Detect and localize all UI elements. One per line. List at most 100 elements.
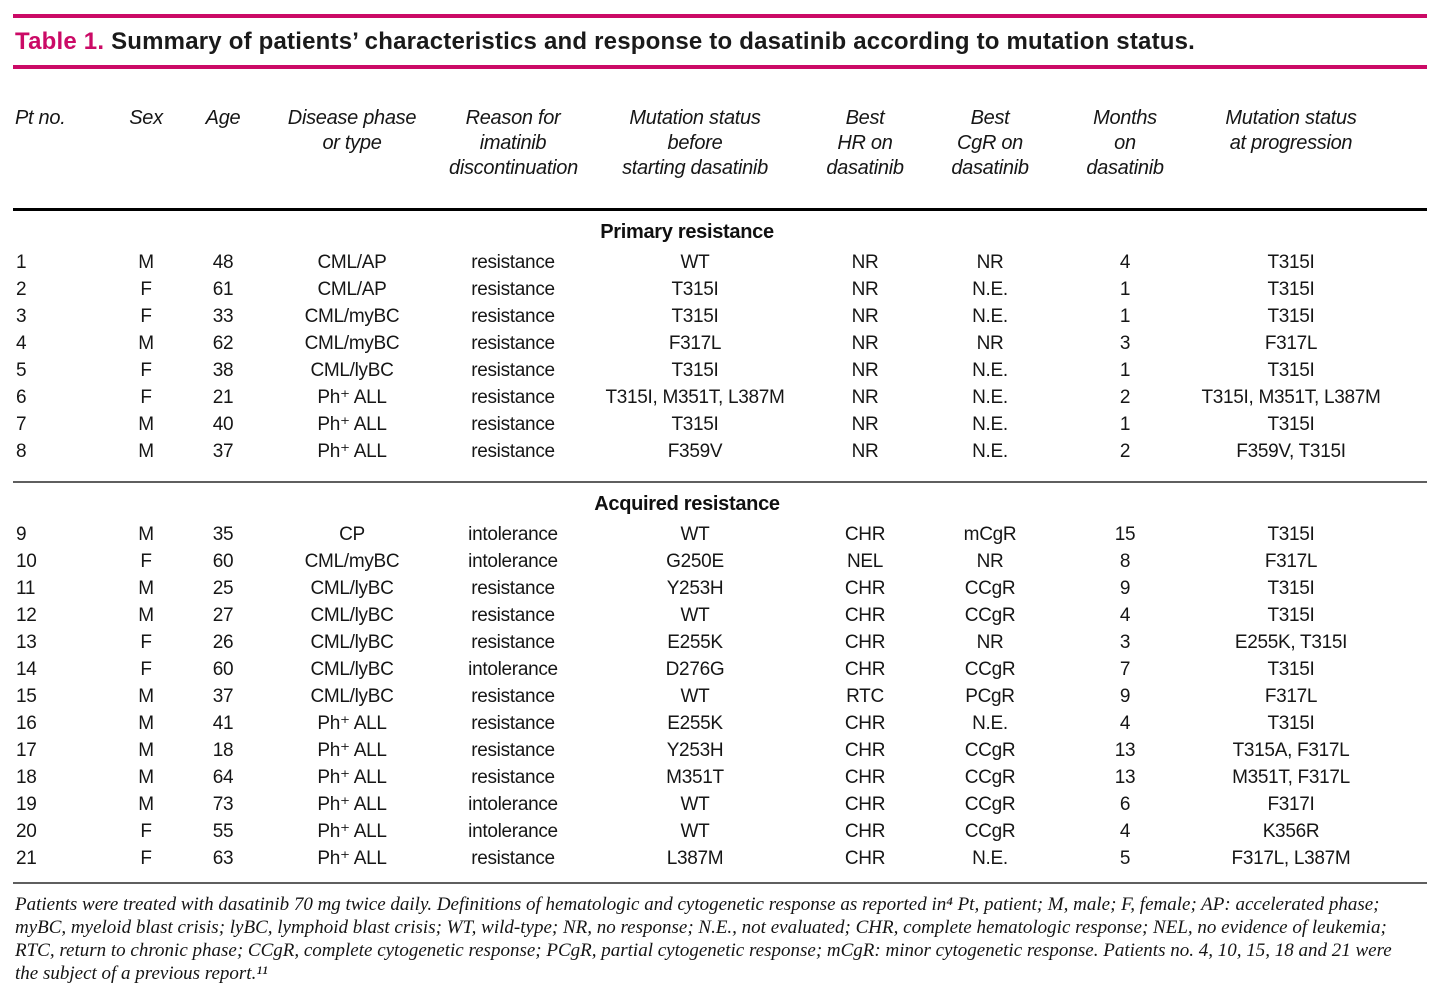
cell-mutation-progression: T315I xyxy=(1267,414,1315,435)
cell-pt-no: 5 xyxy=(16,360,27,381)
cell-months: 3 xyxy=(1119,632,1131,653)
cell-mutation-progression: T315I xyxy=(1267,659,1315,680)
footnote-divider-rule xyxy=(13,882,1427,884)
col-header-best-hr: Best HR on dasatinib xyxy=(811,69,919,211)
cell-pt-no: 16 xyxy=(16,713,37,734)
cell-best-hr: NR xyxy=(851,306,879,327)
cell-months: 1 xyxy=(1119,360,1131,381)
cell-sex: M xyxy=(138,578,154,599)
table-row: 19 M 73 Ph⁺ ALL intolerance WT CHR CCgR 6 F317I xyxy=(13,791,1427,818)
cell-reason: resistance xyxy=(471,279,555,300)
table-row: 16 M 41 Ph⁺ ALL resistance E255K CHR N.E. 4 T315I xyxy=(13,710,1427,737)
cell-months: 15 xyxy=(1114,524,1136,545)
cell-best-hr: CHR xyxy=(844,578,886,599)
cell-pt-no: 11 xyxy=(16,578,36,599)
cell-age: 27 xyxy=(212,605,234,626)
cell-months: 8 xyxy=(1119,551,1131,572)
cell-reason: resistance xyxy=(471,848,555,869)
cell-sex: M xyxy=(138,252,154,273)
cell-mutation-before: WT xyxy=(680,794,710,815)
cell-mutation-progression: T315I xyxy=(1267,252,1315,273)
cell-disease-phase: Ph⁺ ALL xyxy=(317,387,387,408)
cell-best-hr: CHR xyxy=(844,713,886,734)
cell-best-hr: NR xyxy=(851,279,879,300)
cell-disease-phase: Ph⁺ ALL xyxy=(317,767,387,788)
cell-best-cgr: CCgR xyxy=(964,578,1016,599)
col-header-best-cgr: Best CgR on dasatinib xyxy=(919,69,1061,211)
cell-sex: F xyxy=(140,360,152,381)
cell-age: 63 xyxy=(212,848,234,869)
cell-disease-phase: CML/lyBC xyxy=(310,632,394,653)
cell-mutation-before: T315I, M351T, L387M xyxy=(605,387,785,408)
cell-sex: F xyxy=(140,632,152,653)
cell-mutation-before: WT xyxy=(680,686,710,707)
cell-pt-no: 14 xyxy=(16,659,37,680)
cell-mutation-before: WT xyxy=(680,821,710,842)
cell-best-cgr: NR xyxy=(976,632,1004,653)
cell-disease-phase: CML/lyBC xyxy=(310,605,394,626)
cell-mutation-progression: F317L, L387M xyxy=(1231,848,1351,869)
table-title-label: Table 1. xyxy=(15,28,105,55)
cell-sex: F xyxy=(140,848,152,869)
cell-mutation-progression: E255K, T315I xyxy=(1234,632,1348,653)
cell-mutation-progression: F317I xyxy=(1267,794,1315,815)
cell-age: 38 xyxy=(212,360,234,381)
cell-sex: M xyxy=(138,524,154,545)
cell-mutation-progression: T315I xyxy=(1267,279,1315,300)
cell-reason: resistance xyxy=(471,767,555,788)
table-header: Pt no. Sex Age Disease phase or type Rea… xyxy=(13,69,1427,211)
cell-months: 1 xyxy=(1119,414,1131,435)
cell-disease-phase: CML/AP xyxy=(317,252,387,273)
cell-sex: F xyxy=(140,279,152,300)
cell-sex: M xyxy=(138,767,154,788)
cell-sex: F xyxy=(140,659,152,680)
cell-reason: resistance xyxy=(471,387,555,408)
cell-disease-phase: CML/AP xyxy=(317,279,387,300)
cell-months: 6 xyxy=(1119,794,1131,815)
table-row: 13 F 26 CML/lyBC resistance E255K CHR NR 3 E255K,… xyxy=(13,629,1427,656)
cell-mutation-before: D276G xyxy=(665,659,725,680)
cell-mutation-before: T315I xyxy=(671,306,719,327)
col-header-age: Age xyxy=(189,69,257,211)
cell-best-hr: NEL xyxy=(846,551,884,572)
cell-age: 60 xyxy=(212,551,234,572)
cell-months: 9 xyxy=(1119,686,1131,707)
cell-best-cgr: NR xyxy=(976,333,1004,354)
cell-reason: resistance xyxy=(471,252,555,273)
cell-reason: resistance xyxy=(471,360,555,381)
cell-disease-phase: Ph⁺ ALL xyxy=(317,848,387,869)
cell-reason: resistance xyxy=(471,686,555,707)
cell-disease-phase: CML/lyBC xyxy=(310,360,394,381)
cell-best-cgr: NR xyxy=(976,252,1004,273)
cell-pt-no: 9 xyxy=(16,524,27,545)
cell-sex: M xyxy=(138,740,154,761)
cell-disease-phase: Ph⁺ ALL xyxy=(317,821,387,842)
cell-disease-phase: Ph⁺ ALL xyxy=(317,713,387,734)
cell-best-cgr: N.E. xyxy=(972,414,1008,435)
cell-pt-no: 10 xyxy=(16,551,37,572)
cell-months: 4 xyxy=(1119,821,1131,842)
cell-pt-no: 21 xyxy=(16,848,37,869)
cell-months: 4 xyxy=(1119,252,1131,273)
cell-reason: intolerance xyxy=(468,659,558,680)
cell-best-cgr: CCgR xyxy=(964,659,1016,680)
cell-reason: resistance xyxy=(471,740,555,761)
cell-best-hr: CHR xyxy=(844,848,886,869)
section-header: Primary resistance xyxy=(600,221,774,243)
cell-sex: M xyxy=(138,605,154,626)
table-row: 18 M 64 Ph⁺ ALL resistance M351T CHR CCgR 13 M351… xyxy=(13,764,1427,791)
cell-best-cgr: CCgR xyxy=(964,740,1016,761)
section-header-row: Acquired resistance xyxy=(13,481,1427,521)
cell-best-cgr: N.E. xyxy=(972,306,1008,327)
cell-mutation-before: T315I xyxy=(671,414,719,435)
cell-mutation-before: F359V xyxy=(667,441,723,462)
cell-pt-no: 18 xyxy=(16,767,37,788)
cell-best-cgr: mCgR xyxy=(963,524,1017,545)
section-header-row: Primary resistance xyxy=(13,210,1427,250)
cell-months: 13 xyxy=(1114,740,1136,761)
cell-best-cgr: N.E. xyxy=(972,360,1008,381)
table-row: 4 M 62 CML/myBC resistance F317L NR NR 3 F317L xyxy=(13,330,1427,357)
cell-months: 4 xyxy=(1119,605,1131,626)
cell-mutation-before: E255K xyxy=(667,713,723,734)
